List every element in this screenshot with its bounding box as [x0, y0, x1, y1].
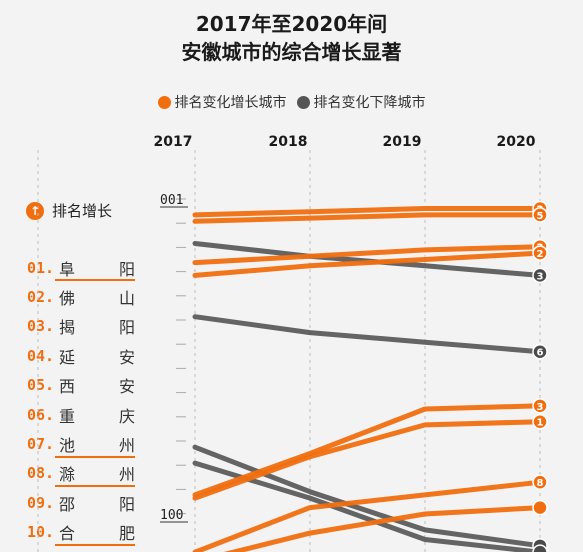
y-tick-label: 001 [160, 193, 183, 208]
rank-number: 05. [27, 376, 55, 395]
legend-label-decrease: 排名变化下降城市 [313, 95, 426, 111]
up-arrow-icon: ↑ [26, 201, 44, 220]
rank-list-item: 09. 邵阳 [27, 488, 137, 517]
series-end-marker [532, 267, 548, 284]
city-name: 揭阳 [59, 318, 135, 338]
series-end-marker [532, 207, 548, 223]
x-tick-label: 2017 [153, 134, 193, 150]
rank-list-item: 10. 合肥 [27, 518, 137, 547]
legend: 排名变化增长城市 排名变化下降城市 [0, 92, 583, 112]
legend-item-decrease: 排名变化下降城市 [296, 92, 426, 112]
series-end-marker [532, 474, 548, 490]
x-tick-label: 2019 [382, 134, 422, 150]
series-line-increase [192, 403, 543, 498]
x-tick-label: 2020 [496, 134, 536, 150]
rank-number: 10. [27, 523, 55, 542]
legend-label-increase: 排名变化增长城市 [174, 95, 287, 111]
rank-list-item: 04. 延安 [27, 341, 137, 370]
city-name: 延安 [59, 347, 135, 367]
series-line-increase [192, 419, 543, 501]
series-end-label: 2 [537, 249, 544, 260]
x-tick-label: 2018 [268, 134, 308, 150]
series-end-label: 1 [537, 418, 544, 429]
series-line-decrease [192, 444, 543, 549]
city-name: 合肥 [59, 524, 135, 544]
series-end-marker [532, 544, 548, 552]
city-name: 邵阳 [59, 494, 135, 514]
rank-list-item: 03. 揭阳 [27, 312, 137, 341]
rank-increase-header: ↑ 排名增长 [26, 200, 112, 221]
series-line-decrease [192, 314, 543, 355]
x-axis-years: 2017 2018 2019 2020 [0, 134, 583, 154]
series-end-label: 8 [537, 478, 544, 489]
legend-orange-dot-icon [157, 95, 171, 109]
series-end-marker [532, 343, 548, 360]
series-end-label: 6 [537, 348, 544, 359]
rank-list-item: 02. 佛山 [27, 282, 137, 311]
series-end-marker [532, 245, 548, 261]
rank-list-item: 08. 滁州 [27, 459, 137, 488]
series-line-increase [192, 250, 543, 278]
city-name: 重庆 [59, 406, 135, 426]
legend-gray-dot-icon [296, 95, 310, 109]
rank-number: 06. [27, 405, 55, 424]
rank-number: 01. [27, 258, 55, 277]
chart-title-line2: 安徽城市的综合增长显著 [181, 40, 402, 64]
series-end-marker [532, 413, 548, 430]
y-tick-label: 100 [160, 508, 183, 523]
city-name: 滁州 [59, 465, 135, 485]
city-name: 阜阳 [59, 259, 135, 279]
series-end-marker [532, 398, 548, 414]
rank-header-label: 排名增长 [52, 202, 113, 220]
rank-list-item: 06. 重庆 [27, 400, 137, 429]
series-line-increase [192, 212, 543, 224]
rank-number: 04. [27, 346, 55, 365]
series-end-label: 3 [537, 271, 544, 282]
legend-item-increase: 排名变化增长城市 [157, 92, 287, 112]
rank-list-item: 05. 西安 [27, 371, 137, 400]
chart-title-line1: 2017年至2020年间 [195, 12, 388, 36]
rank-number: 09. [27, 493, 55, 512]
series-line-decrease [192, 460, 543, 552]
rank-number: 02. [27, 288, 55, 307]
series-end-label: 5 [537, 211, 544, 222]
series-end-label: 3 [537, 402, 544, 413]
city-name: 佛山 [59, 289, 135, 309]
city-name: 西安 [59, 377, 135, 397]
rank-number: 07. [27, 435, 55, 454]
rank-number: 08. [27, 464, 55, 483]
rank-list: 01. 阜阳 02. 佛山 03. 揭阳 04. 延安 05. 西安 06. 重庆 07. 池州 08. 滁州… [27, 253, 137, 547]
rank-list-item: 07. 池州 [27, 429, 137, 459]
rank-number: 03. [27, 317, 55, 336]
series-line-increase [192, 206, 543, 218]
series-line-increase [192, 244, 543, 266]
series-line-increase [192, 479, 543, 552]
series-line-increase [223, 505, 543, 552]
series-end-marker [532, 499, 548, 516]
city-name: 池州 [59, 436, 135, 456]
rank-list-item: 01. 阜阳 [27, 253, 137, 282]
